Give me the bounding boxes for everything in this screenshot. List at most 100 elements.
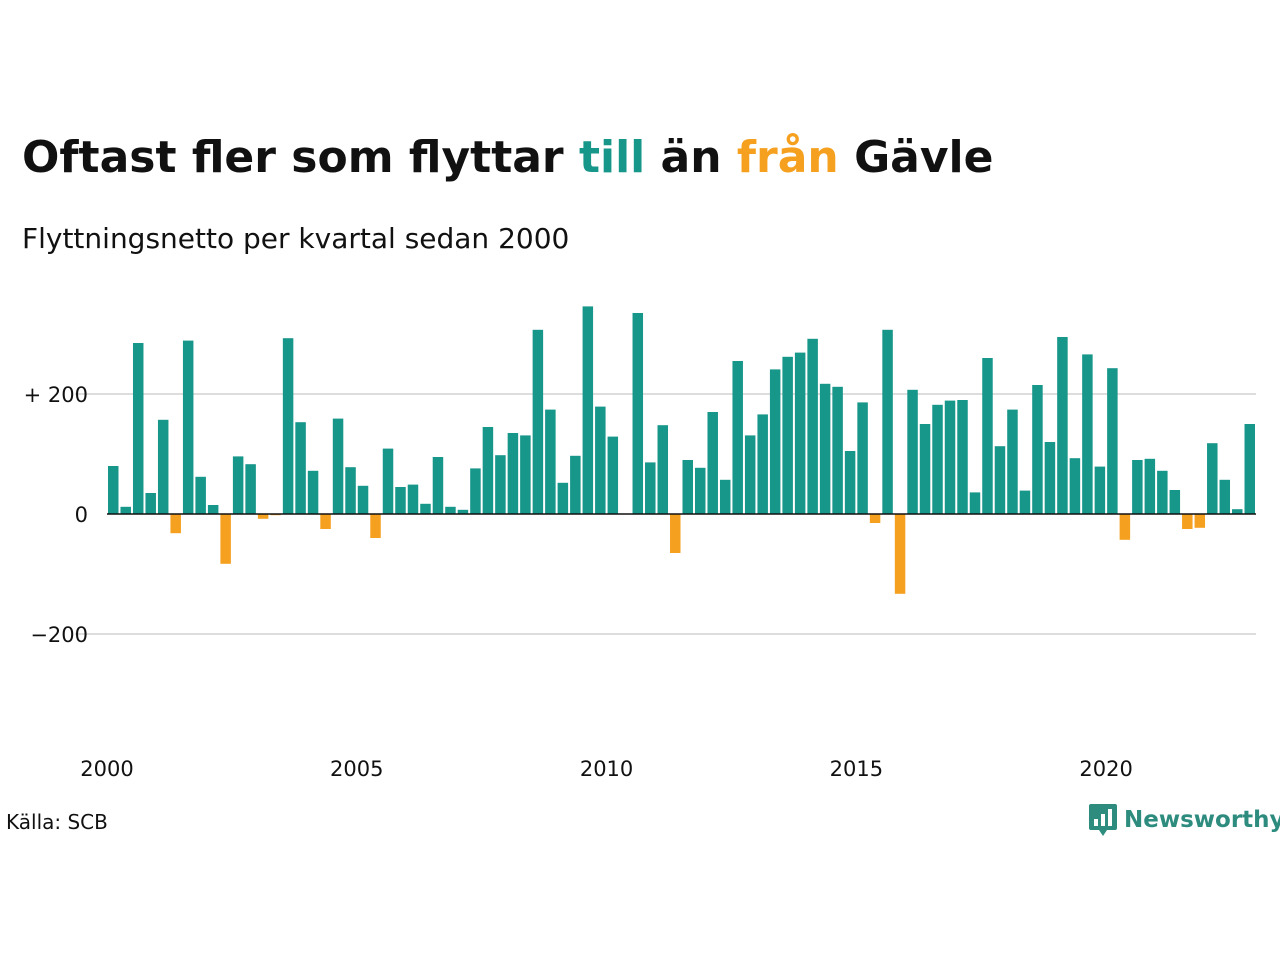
title-negative-word: från — [736, 132, 839, 183]
y-tick-label: 0 — [75, 503, 88, 527]
bar — [882, 329, 893, 514]
bar — [420, 503, 431, 514]
brand-name: Newsworthy — [1124, 807, 1280, 833]
x-tick-label: 2015 — [830, 757, 883, 781]
bar — [395, 487, 406, 514]
bar — [832, 386, 843, 514]
y-tick-label: + 200 — [24, 383, 88, 407]
bar — [907, 389, 918, 514]
bar — [1094, 466, 1106, 514]
bar — [245, 464, 256, 514]
bar — [944, 400, 956, 514]
bar — [1057, 337, 1068, 514]
bar — [1144, 458, 1156, 514]
bar — [844, 451, 856, 514]
bar — [1157, 470, 1168, 514]
bar — [657, 425, 669, 514]
bar — [632, 313, 644, 514]
bar — [345, 467, 356, 514]
bar — [470, 468, 481, 514]
bar — [482, 427, 494, 514]
bar — [282, 338, 294, 514]
bar — [370, 514, 381, 538]
bar — [719, 479, 731, 514]
bar — [982, 358, 993, 514]
bar — [1107, 368, 1118, 514]
bar — [108, 466, 119, 514]
newsworthy-logo-icon — [1089, 804, 1117, 836]
bar — [220, 514, 231, 564]
bar — [769, 369, 781, 514]
bar — [295, 422, 306, 514]
bar — [557, 482, 569, 514]
bar — [595, 406, 606, 514]
bar — [807, 338, 818, 514]
bar — [182, 340, 194, 514]
bar — [457, 509, 469, 514]
bar — [670, 514, 681, 553]
title-part1: Oftast fler som flyttar — [22, 132, 579, 183]
bar — [694, 467, 706, 514]
bar — [120, 506, 131, 514]
bar — [1169, 490, 1181, 514]
chart-subtitle: Flyttningsnetto per kvartal sedan 2000 — [22, 222, 570, 255]
bar — [794, 352, 806, 514]
bar — [357, 485, 369, 514]
bar — [857, 402, 868, 514]
bar — [1019, 490, 1031, 514]
chart-title: Oftast fler som flyttar till än från Gäv… — [22, 132, 993, 183]
x-tick-label: 2010 — [580, 757, 633, 781]
title-part2: än — [645, 132, 737, 183]
bar — [869, 514, 881, 523]
bar — [1082, 354, 1093, 514]
bar — [969, 492, 981, 514]
bar — [1132, 460, 1143, 514]
bar — [257, 514, 269, 519]
title-positive-word: till — [578, 132, 646, 183]
bar — [157, 419, 169, 514]
bar — [707, 412, 718, 514]
bar — [894, 514, 906, 594]
bar — [407, 484, 419, 514]
bar — [570, 455, 581, 514]
bar — [1182, 514, 1193, 529]
bar — [195, 476, 206, 514]
bar — [1194, 514, 1206, 528]
bar — [932, 404, 943, 514]
bar — [307, 470, 319, 514]
bar — [432, 457, 444, 514]
bar — [145, 493, 156, 514]
bar — [819, 383, 831, 514]
bar — [320, 514, 331, 529]
bar — [232, 456, 244, 514]
bar — [170, 514, 181, 534]
bar — [757, 414, 768, 514]
bar — [545, 409, 556, 514]
bar — [382, 448, 394, 514]
source-note: Källa: SCB — [6, 810, 108, 834]
bar — [645, 462, 656, 514]
bar — [732, 361, 743, 514]
bar — [132, 343, 144, 514]
bar — [1069, 458, 1081, 514]
bar — [495, 455, 506, 514]
bar — [445, 506, 456, 514]
newsworthy-logo: Newsworthy — [1088, 802, 1280, 838]
bar — [1032, 385, 1043, 514]
bar — [1119, 514, 1131, 540]
x-tick-label: 2005 — [330, 757, 383, 781]
bar — [994, 446, 1006, 514]
bar-chart: + 200 0 −200 2000 2005 2010 2015 2020 — [24, 306, 1256, 781]
bar — [1219, 479, 1231, 514]
bar — [782, 356, 793, 514]
bar — [520, 435, 531, 514]
bar — [607, 436, 619, 514]
x-tick-label: 2000 — [80, 757, 133, 781]
y-tick-label: −200 — [30, 623, 88, 647]
bar — [744, 435, 756, 514]
bar — [1207, 443, 1218, 514]
bar — [957, 400, 968, 514]
bar — [532, 329, 544, 514]
title-part3: Gävle — [838, 132, 994, 183]
bar — [582, 306, 594, 514]
